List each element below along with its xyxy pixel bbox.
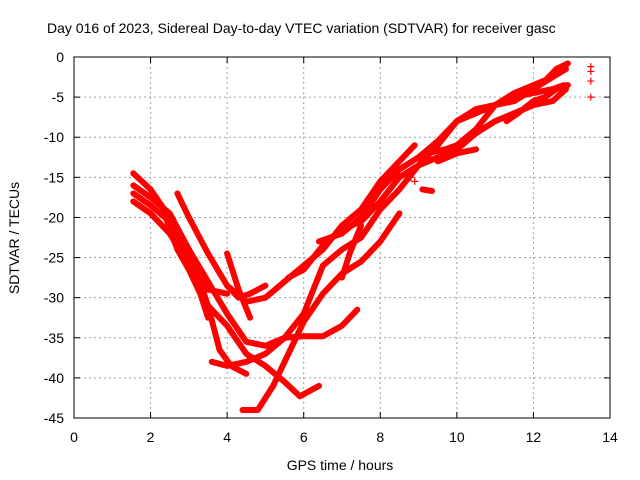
- series-track-4: [130, 198, 231, 297]
- series-track-18: [434, 146, 479, 165]
- y-tick-label: -40: [44, 370, 64, 386]
- series-track-12: [316, 62, 569, 245]
- series-track-5: [162, 214, 211, 321]
- y-tick-label: -5: [52, 89, 65, 105]
- series-track-15: [541, 60, 571, 85]
- x-tick-label: 10: [449, 429, 465, 445]
- x-tick-label: 2: [147, 429, 155, 445]
- data-point-marker: [587, 67, 595, 75]
- series-track-8: [224, 250, 254, 321]
- series-track-6: [174, 142, 418, 305]
- y-axis-label: SDTVAR / TECUs: [6, 182, 22, 294]
- data-point-marker: [411, 177, 419, 185]
- y-tick-label: 0: [56, 49, 64, 65]
- series-track-14: [503, 82, 571, 125]
- x-axis-label: GPS time / hours: [287, 457, 394, 473]
- x-tick-label: 14: [602, 429, 618, 445]
- data-markers: [407, 63, 595, 185]
- series-track-17: [419, 186, 435, 194]
- x-tick-label: 12: [526, 429, 542, 445]
- x-tick-label: 6: [300, 429, 308, 445]
- data-point-marker: [587, 93, 595, 101]
- y-tick-label: -15: [44, 169, 64, 185]
- x-tick-label: 4: [223, 429, 231, 445]
- series-track-1: [130, 170, 361, 349]
- series-track-16: [339, 222, 365, 281]
- axis-ticks: 0 2 4 6 8 10 12 14 0 -5 -10 -15 -20 -25 -30 -35 -40 -45: [44, 49, 618, 445]
- series-track-11: [285, 86, 569, 281]
- x-tick-label: 0: [70, 429, 78, 445]
- x-tick-label: 8: [376, 429, 384, 445]
- data-point-marker: [587, 77, 595, 85]
- series-track-7: [224, 282, 269, 301]
- y-tick-label: -10: [44, 129, 64, 145]
- data-series: [130, 60, 571, 413]
- data-point-marker: [407, 173, 415, 181]
- y-tick-label: -45: [44, 410, 64, 426]
- plot-frame: [73, 56, 611, 419]
- y-tick-label: -30: [44, 290, 64, 306]
- series-track-10: [239, 210, 403, 413]
- y-tick-label: -35: [44, 330, 64, 346]
- y-tick-label: -25: [44, 250, 64, 266]
- grid: [74, 57, 610, 418]
- y-tick-label: -20: [44, 209, 64, 225]
- chart-title: Day 016 of 2023, Sidereal Day-to-day VTE…: [47, 20, 556, 36]
